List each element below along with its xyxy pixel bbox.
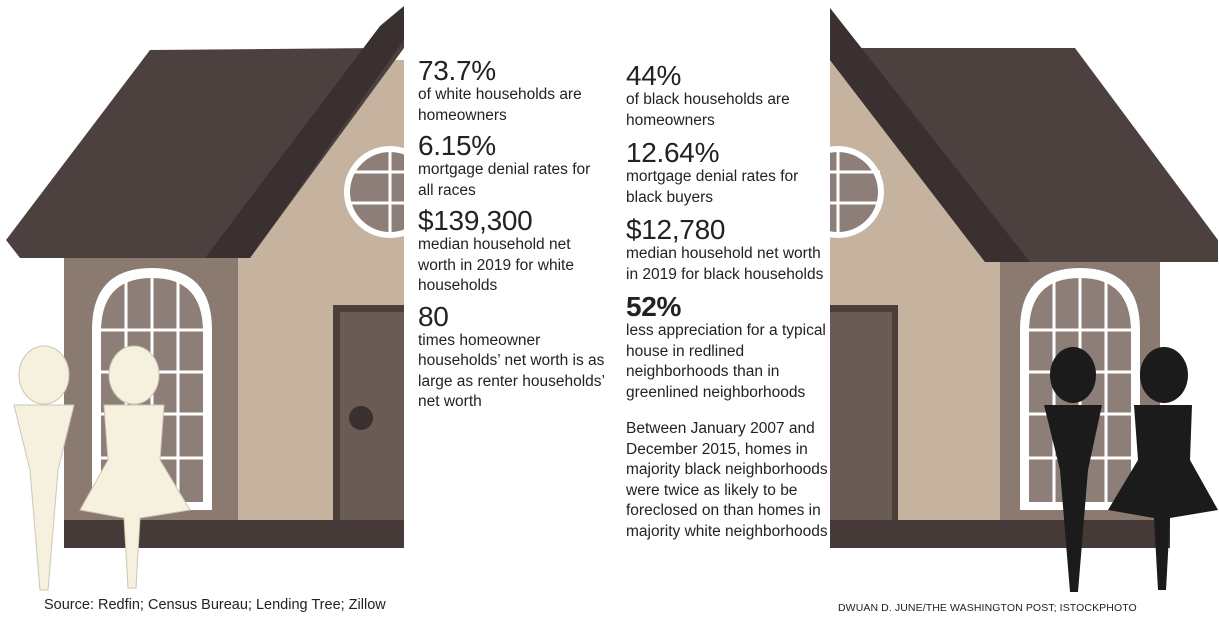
white-household-stats: 73.7% of white households are homeowners… [418, 56, 618, 413]
stat-value: 80 [418, 300, 449, 332]
left-house [6, 6, 404, 548]
stat-description: of black households are homeowners [626, 91, 790, 129]
left-house-door [333, 305, 404, 520]
stat-value: 6.15% [418, 130, 496, 161]
stat-white-homeownership: 73.7% of white households are homeowners [418, 56, 618, 126]
right-house-roof-edge [830, 8, 1030, 262]
white-female-figure [79, 345, 191, 589]
right-house-foundation [830, 520, 1170, 548]
black-male-figure [1044, 347, 1102, 592]
right-house-door [830, 305, 898, 520]
stat-white-net-worth: $139,300 median household net worth in 2… [418, 206, 618, 297]
left-house-round-window [344, 146, 404, 238]
stat-description: median household net worth in 2019 for w… [418, 236, 574, 294]
left-house-roof [6, 10, 404, 258]
right-house-round-window [830, 146, 884, 238]
stat-value: $12,780 [626, 214, 726, 245]
stat-denial-black-buyers: 12.64% mortgage denial rates for black b… [626, 138, 826, 208]
stat-value: 12.64% [626, 137, 720, 168]
white-couple-figures [13, 345, 191, 591]
stat-description: median household net worth in 2019 for b… [626, 245, 824, 283]
stat-denial-all-races: 6.15% mortgage denial rates for all race… [418, 131, 618, 201]
right-house-roof [830, 8, 1218, 262]
stat-owner-vs-renter: 80 times homeowner households’ net worth… [418, 302, 618, 413]
left-house-foundation [64, 520, 404, 548]
stat-value: 44% [626, 60, 682, 91]
stat-value: $139,300 [418, 205, 533, 236]
black-couple-figures [1044, 347, 1218, 592]
stat-value: 52% [626, 291, 682, 322]
stat-description: times homeowner households’ net worth is… [418, 331, 605, 411]
black-household-stats: 44% of black households are homeowners 1… [626, 61, 828, 542]
photo-credit: DWUAN D. JUNE/THE WASHINGTON POST; ISTOC… [838, 602, 1137, 614]
stat-black-homeownership: 44% of black households are homeowners [626, 61, 826, 131]
white-male-figure [13, 345, 75, 591]
stat-redlined-appreciation: 52% less appreciation for a typical hous… [626, 292, 826, 403]
stat-description: less appreciation for a typical house in… [626, 322, 826, 401]
foreclosure-note: Between January 2007 and December 2015, … [626, 420, 828, 540]
black-female-figure [1108, 347, 1218, 590]
stat-value: 73.7% [418, 55, 496, 86]
source-line: Source: Redfin; Census Bureau; Lending T… [44, 597, 386, 613]
right-house [830, 8, 1218, 548]
stat-description: mortgage denial rates for all races [418, 161, 591, 199]
left-house-roof-edge [205, 6, 404, 258]
stat-description: mortgage denial rates for black buyers [626, 168, 799, 206]
stat-description: of white households are homeowners [418, 86, 582, 124]
stat-black-net-worth: $12,780 median household net worth in 20… [626, 215, 826, 285]
